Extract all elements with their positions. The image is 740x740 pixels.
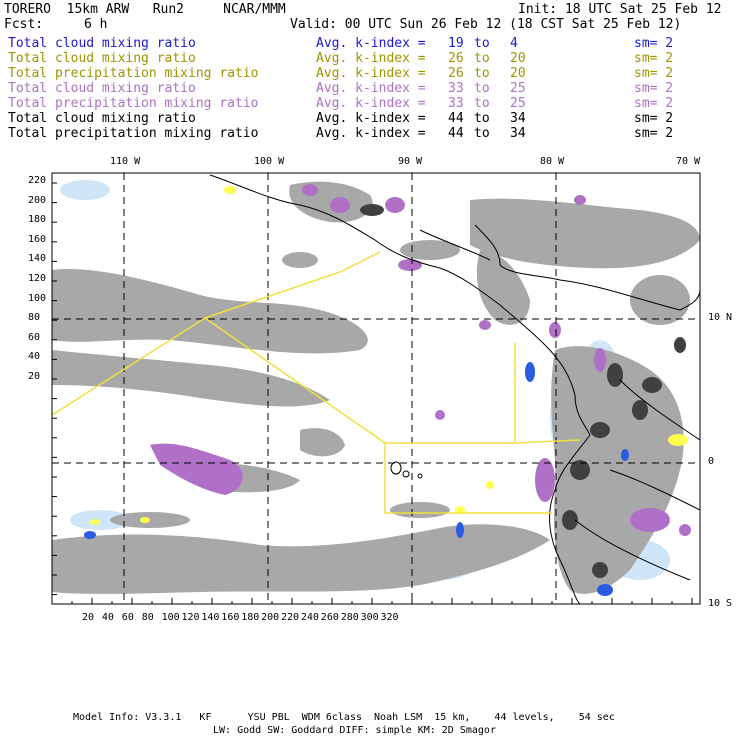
x-tick-label: 140: [201, 612, 220, 623]
longitude-label: 80 W: [540, 156, 565, 167]
x-tick-label: 220: [281, 612, 300, 623]
legend-to-word: to: [474, 66, 490, 81]
legend-field: Total precipitation mixing ratio: [8, 126, 259, 141]
legend-avg-label: Avg. k-index =: [316, 111, 426, 126]
legend-from: 33: [448, 81, 464, 96]
y-tick-label: 180: [28, 214, 47, 226]
x-tick-label: 260: [320, 612, 339, 623]
y-tick-label: 60: [28, 331, 41, 343]
legend-avg-label: Avg. k-index =: [316, 36, 426, 51]
legend-to: 20: [510, 66, 526, 81]
legend-field: Total cloud mixing ratio: [8, 36, 196, 51]
legend-field: Total precipitation mixing ratio: [8, 66, 259, 81]
model-title: TORERO 15km ARW Run2 NCAR/MMM: [4, 2, 286, 17]
legend-to-word: to: [474, 36, 490, 51]
forecast-label: Fcst:: [4, 17, 44, 32]
legend-to: 34: [510, 126, 526, 141]
legend-from: 26: [448, 51, 464, 66]
y-tick-label: 220: [28, 175, 47, 186]
physics-info: LW: Godd SW: Goddard DIFF: simple KM: 2D…: [213, 725, 496, 736]
x-tick-label: 40: [101, 612, 114, 623]
cloud-field: [52, 173, 700, 604]
y-tick-label: 120: [28, 273, 47, 284]
x-tick-label: 320: [380, 612, 399, 623]
legend-from: 19: [448, 36, 464, 51]
legend-smoothing: sm= 2: [634, 51, 674, 66]
x-tick-label: 200: [261, 612, 280, 623]
init-time: Init: 18 UTC Sat 25 Feb 12: [518, 2, 722, 17]
model-info: Model Info: V3.3.1 KF YSU PBL WDM 6class…: [73, 712, 615, 723]
y-tick-label: 20: [28, 371, 41, 382]
legend-to-word: to: [474, 96, 490, 111]
legend-from: 33: [448, 96, 464, 111]
legend-from: 26: [448, 66, 464, 81]
legend-smoothing: sm= 2: [634, 81, 674, 96]
latitude-label: 10 N: [708, 312, 733, 323]
y-tick-label: 140: [28, 253, 47, 265]
y-tick-label: 80: [28, 312, 41, 324]
y-tick-label: 160: [28, 233, 47, 245]
legend-avg-label: Avg. k-index =: [316, 66, 426, 81]
legend-to: 20: [510, 51, 526, 66]
legend-smoothing: sm= 2: [634, 111, 674, 126]
x-tick-label: 180: [241, 612, 260, 623]
forecast-hour: 6 h: [84, 17, 108, 32]
longitude-label: 100 W: [254, 156, 285, 167]
legend-to-word: to: [474, 81, 490, 96]
x-tick-label: 80: [141, 612, 154, 623]
legend-to-word: to: [474, 51, 490, 66]
legend-to-word: to: [474, 111, 490, 126]
legend-smoothing: sm= 2: [634, 36, 674, 51]
latitude-label: 10 S: [708, 598, 733, 609]
legend-field: Total precipitation mixing ratio: [8, 96, 259, 111]
x-tick-label: 240: [300, 612, 319, 623]
legend-avg-label: Avg. k-index =: [316, 126, 426, 141]
x-tick-label: 60: [121, 612, 134, 623]
legend-field: Total cloud mixing ratio: [8, 51, 196, 66]
legend-avg-label: Avg. k-index =: [316, 51, 426, 66]
longitude-label: 110 W: [110, 156, 141, 167]
x-tick-label: 100: [161, 612, 180, 623]
legend-to-word: to: [474, 126, 490, 141]
legend-from: 44: [448, 111, 464, 126]
legend-smoothing: sm= 2: [634, 96, 674, 111]
legend-from: 44: [448, 126, 464, 141]
longitude-label: 70 W: [676, 156, 701, 167]
legend-field: Total cloud mixing ratio: [8, 111, 196, 126]
longitude-label: 90 W: [398, 156, 423, 167]
x-tick-label: 20: [82, 612, 95, 623]
y-tick-label: 100: [28, 292, 47, 304]
y-tick-label: 40: [28, 351, 41, 363]
legend-to: 25: [510, 81, 526, 96]
legend-avg-label: Avg. k-index =: [316, 96, 426, 111]
legend-field: Total cloud mixing ratio: [8, 81, 196, 96]
legend-smoothing: sm= 2: [634, 126, 674, 141]
legend-smoothing: sm= 2: [634, 66, 674, 81]
legend-to: 25: [510, 96, 526, 111]
legend-to: 4: [510, 36, 518, 51]
valid-time: Valid: 00 UTC Sun 26 Feb 12 (18 CST Sat …: [290, 17, 682, 32]
legend-avg-label: Avg. k-index =: [316, 81, 426, 96]
y-tick-label: 200: [28, 194, 47, 206]
x-tick-label: 280: [340, 612, 359, 623]
latitude-label: 0: [708, 456, 715, 467]
legend-to: 34: [510, 111, 526, 126]
x-tick-label: 300: [360, 612, 379, 623]
x-tick-label: 160: [221, 612, 240, 623]
x-tick-label: 120: [181, 612, 200, 623]
